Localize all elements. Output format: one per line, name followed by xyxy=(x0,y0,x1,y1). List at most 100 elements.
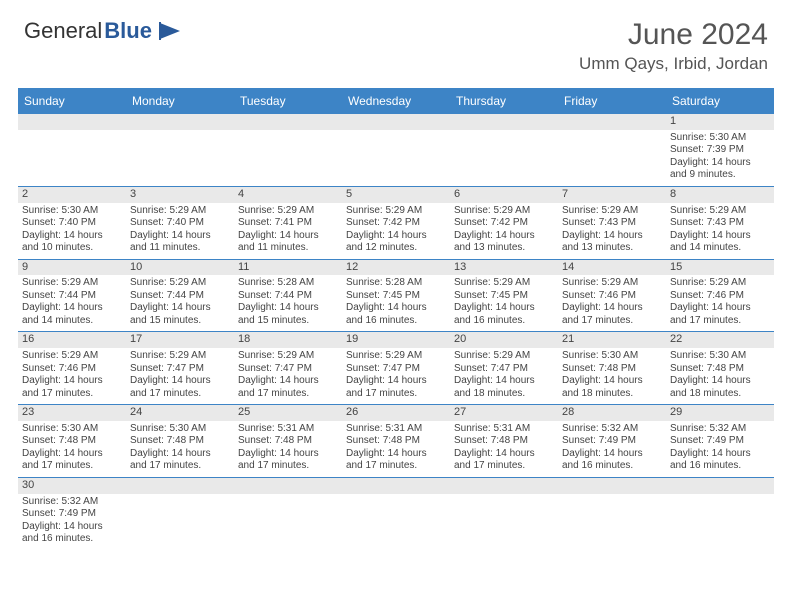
day-details: Sunrise: 5:29 AMSunset: 7:47 PMDaylight:… xyxy=(342,348,450,404)
day-number: 15 xyxy=(666,260,774,276)
weekday-header: Sunday xyxy=(18,88,126,114)
daylight-text: Daylight: 14 hours and 14 minutes. xyxy=(670,230,770,255)
day-details: Sunrise: 5:29 AMSunset: 7:42 PMDaylight:… xyxy=(342,203,450,259)
day-number xyxy=(234,478,342,494)
sunrise-text: Sunrise: 5:29 AM xyxy=(346,350,446,363)
calendar-day-cell: 28Sunrise: 5:32 AMSunset: 7:49 PMDayligh… xyxy=(558,405,666,477)
sunset-text: Sunset: 7:44 PM xyxy=(22,290,122,303)
day-number: 29 xyxy=(666,405,774,421)
sunset-text: Sunset: 7:45 PM xyxy=(346,290,446,303)
calendar-day-cell: 9Sunrise: 5:29 AMSunset: 7:44 PMDaylight… xyxy=(18,260,126,332)
weekday-header: Friday xyxy=(558,88,666,114)
day-details: Sunrise: 5:28 AMSunset: 7:44 PMDaylight:… xyxy=(234,275,342,331)
day-details: Sunrise: 5:32 AMSunset: 7:49 PMDaylight:… xyxy=(18,494,126,550)
calendar-day-cell: 3Sunrise: 5:29 AMSunset: 7:40 PMDaylight… xyxy=(126,187,234,259)
brand-part2: Blue xyxy=(104,18,152,44)
sunrise-text: Sunrise: 5:29 AM xyxy=(670,205,770,218)
calendar-day-cell xyxy=(234,478,342,550)
day-number: 3 xyxy=(126,187,234,203)
weekday-header: Wednesday xyxy=(342,88,450,114)
day-details: Sunrise: 5:31 AMSunset: 7:48 PMDaylight:… xyxy=(342,421,450,477)
sunset-text: Sunset: 7:47 PM xyxy=(238,363,338,376)
day-number xyxy=(126,478,234,494)
sunset-text: Sunset: 7:39 PM xyxy=(670,144,770,157)
sunrise-text: Sunrise: 5:29 AM xyxy=(238,350,338,363)
day-number: 6 xyxy=(450,187,558,203)
day-number: 12 xyxy=(342,260,450,276)
calendar-day-cell: 15Sunrise: 5:29 AMSunset: 7:46 PMDayligh… xyxy=(666,260,774,332)
calendar-day-cell: 11Sunrise: 5:28 AMSunset: 7:44 PMDayligh… xyxy=(234,260,342,332)
day-number xyxy=(558,478,666,494)
sunrise-text: Sunrise: 5:29 AM xyxy=(238,205,338,218)
calendar-day-cell: 30Sunrise: 5:32 AMSunset: 7:49 PMDayligh… xyxy=(18,478,126,550)
day-details: Sunrise: 5:29 AMSunset: 7:46 PMDaylight:… xyxy=(18,348,126,404)
daylight-text: Daylight: 14 hours and 17 minutes. xyxy=(130,448,230,473)
day-details: Sunrise: 5:29 AMSunset: 7:44 PMDaylight:… xyxy=(126,275,234,331)
sunrise-text: Sunrise: 5:29 AM xyxy=(454,350,554,363)
daylight-text: Daylight: 14 hours and 10 minutes. xyxy=(22,230,122,255)
calendar-day-cell xyxy=(342,114,450,186)
day-number: 25 xyxy=(234,405,342,421)
day-details: Sunrise: 5:31 AMSunset: 7:48 PMDaylight:… xyxy=(450,421,558,477)
day-number: 23 xyxy=(18,405,126,421)
day-number: 11 xyxy=(234,260,342,276)
daylight-text: Daylight: 14 hours and 18 minutes. xyxy=(562,375,662,400)
calendar-day-cell xyxy=(558,478,666,550)
day-number: 2 xyxy=(18,187,126,203)
sunrise-text: Sunrise: 5:28 AM xyxy=(346,277,446,290)
sunset-text: Sunset: 7:48 PM xyxy=(238,435,338,448)
title-block: June 2024 Umm Qays, Irbid, Jordan xyxy=(579,18,768,74)
day-number: 7 xyxy=(558,187,666,203)
day-number xyxy=(342,478,450,494)
day-number xyxy=(234,114,342,130)
sunset-text: Sunset: 7:42 PM xyxy=(454,217,554,230)
sunrise-text: Sunrise: 5:29 AM xyxy=(130,205,230,218)
calendar-day-cell: 18Sunrise: 5:29 AMSunset: 7:47 PMDayligh… xyxy=(234,332,342,404)
daylight-text: Daylight: 14 hours and 14 minutes. xyxy=(22,302,122,327)
day-number: 8 xyxy=(666,187,774,203)
day-number: 28 xyxy=(558,405,666,421)
daylight-text: Daylight: 14 hours and 17 minutes. xyxy=(346,375,446,400)
sunset-text: Sunset: 7:40 PM xyxy=(130,217,230,230)
sunset-text: Sunset: 7:47 PM xyxy=(130,363,230,376)
day-number xyxy=(558,114,666,130)
sunset-text: Sunset: 7:46 PM xyxy=(562,290,662,303)
day-number: 27 xyxy=(450,405,558,421)
day-number: 19 xyxy=(342,332,450,348)
day-details: Sunrise: 5:30 AMSunset: 7:48 PMDaylight:… xyxy=(558,348,666,404)
sunrise-text: Sunrise: 5:28 AM xyxy=(238,277,338,290)
calendar-day-cell: 19Sunrise: 5:29 AMSunset: 7:47 PMDayligh… xyxy=(342,332,450,404)
flag-icon xyxy=(158,21,184,41)
day-number: 21 xyxy=(558,332,666,348)
sunset-text: Sunset: 7:48 PM xyxy=(670,363,770,376)
day-number xyxy=(450,114,558,130)
calendar-day-cell: 25Sunrise: 5:31 AMSunset: 7:48 PMDayligh… xyxy=(234,405,342,477)
day-number xyxy=(18,114,126,130)
day-number: 14 xyxy=(558,260,666,276)
calendar-day-cell: 4Sunrise: 5:29 AMSunset: 7:41 PMDaylight… xyxy=(234,187,342,259)
daylight-text: Daylight: 14 hours and 16 minutes. xyxy=(346,302,446,327)
day-number: 16 xyxy=(18,332,126,348)
day-details: Sunrise: 5:30 AMSunset: 7:48 PMDaylight:… xyxy=(18,421,126,477)
daylight-text: Daylight: 14 hours and 17 minutes. xyxy=(562,302,662,327)
day-number: 18 xyxy=(234,332,342,348)
daylight-text: Daylight: 14 hours and 15 minutes. xyxy=(130,302,230,327)
day-details: Sunrise: 5:32 AMSunset: 7:49 PMDaylight:… xyxy=(558,421,666,477)
sunrise-text: Sunrise: 5:32 AM xyxy=(22,496,122,509)
sunset-text: Sunset: 7:48 PM xyxy=(22,435,122,448)
weekday-header: Monday xyxy=(126,88,234,114)
day-number: 17 xyxy=(126,332,234,348)
calendar-day-cell: 27Sunrise: 5:31 AMSunset: 7:48 PMDayligh… xyxy=(450,405,558,477)
daylight-text: Daylight: 14 hours and 16 minutes. xyxy=(670,448,770,473)
calendar-day-cell: 7Sunrise: 5:29 AMSunset: 7:43 PMDaylight… xyxy=(558,187,666,259)
sunrise-text: Sunrise: 5:31 AM xyxy=(454,423,554,436)
sunrise-text: Sunrise: 5:29 AM xyxy=(670,277,770,290)
daylight-text: Daylight: 14 hours and 11 minutes. xyxy=(238,230,338,255)
sunset-text: Sunset: 7:46 PM xyxy=(670,290,770,303)
sunrise-text: Sunrise: 5:31 AM xyxy=(238,423,338,436)
brand-logo: GeneralBlue xyxy=(24,18,184,44)
calendar-day-cell: 17Sunrise: 5:29 AMSunset: 7:47 PMDayligh… xyxy=(126,332,234,404)
daylight-text: Daylight: 14 hours and 17 minutes. xyxy=(670,302,770,327)
sunset-text: Sunset: 7:48 PM xyxy=(346,435,446,448)
calendar-day-cell: 2Sunrise: 5:30 AMSunset: 7:40 PMDaylight… xyxy=(18,187,126,259)
